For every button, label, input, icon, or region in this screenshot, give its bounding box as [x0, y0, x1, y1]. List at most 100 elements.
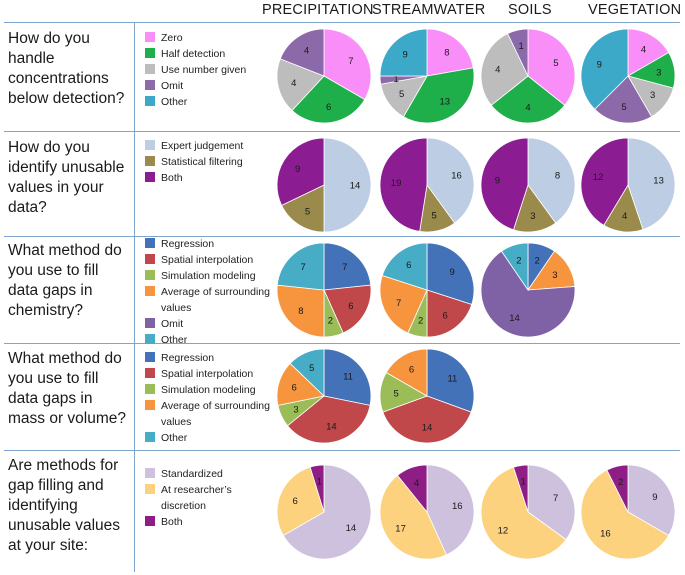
pie-slice [426, 242, 475, 306]
pie-precipitation-1: 14 5 9 [276, 137, 372, 233]
pie-slice [580, 469, 670, 560]
legend-swatch [145, 80, 155, 90]
pie-slice [627, 464, 676, 537]
pie-slice [282, 464, 372, 560]
pie-slice [627, 28, 670, 77]
pie-slice-label: 14 [350, 180, 361, 191]
legend-swatch [145, 286, 155, 296]
row-divider [4, 236, 680, 237]
pie-soils-2: 2 3 14 2 [480, 242, 576, 338]
legend-label: Zero [161, 32, 183, 44]
pie-slice-label: 6 [443, 310, 448, 321]
legend-item: Other [145, 430, 279, 446]
pie-slice-label: 9 [597, 59, 602, 70]
legend-label: Omit [161, 318, 184, 330]
pie-slice-label: 1 [520, 477, 525, 488]
legend-item: Regression [145, 236, 279, 252]
pie-slice [379, 28, 428, 77]
legend-swatch [145, 368, 155, 378]
pie-precipitation-3: 11 14 3 6 5 [276, 348, 372, 444]
legend-chemistry-gaps: Regression Spatial interpolation Simulat… [145, 236, 279, 348]
pie-slice-label: 5 [305, 207, 310, 218]
pie-slice [594, 75, 653, 124]
pie-streamwater-3: 11 14 5 6 [379, 348, 475, 444]
pie-slice [276, 284, 325, 338]
pie-slice [323, 284, 372, 334]
legend-swatch [145, 32, 155, 42]
pie-slice [323, 28, 372, 101]
pie-slice-label: 5 [621, 102, 626, 113]
pie-slice-label: 16 [451, 171, 462, 182]
pie-slice-label: 1 [518, 41, 523, 52]
question-unusable-values: How do you identify unusable values in y… [8, 139, 125, 216]
legend-label: Regression [161, 352, 215, 364]
pie-slice-label: 9 [652, 492, 657, 503]
legend-mass-volume-gaps: Regression Spatial interpolation Simulat… [145, 350, 279, 446]
legend-swatch [145, 270, 155, 280]
legend-item: Expert judgement [145, 138, 279, 154]
column-header-vegetation: VEGETATION [588, 2, 682, 18]
pie-slice-label: 3 [293, 405, 298, 416]
pie-slice-label: 4 [641, 44, 646, 55]
legend-standardized-methods: Standardized At researcher’s discretion … [145, 466, 279, 530]
legend-swatch [145, 48, 155, 58]
pie-slice-label: 12 [498, 526, 509, 537]
row-divider [4, 343, 680, 344]
legend-label: Both [161, 172, 183, 184]
pie-streamwater-0: 8 13 51 9 [379, 28, 475, 124]
column-header-streamwater: STREAMWATER [372, 2, 486, 18]
legend-item: At researcher’s discretion [145, 482, 279, 514]
legend-swatch [145, 352, 155, 362]
pie-streamwater-2: 9 6 2 7 6 [379, 242, 475, 338]
pie-slice-label: 6 [292, 383, 297, 394]
pie-slice-label: 6 [292, 496, 297, 507]
pie-slice [379, 274, 428, 334]
legend-item: Statistical filtering [145, 154, 279, 170]
pie-slice-label: 14 [326, 421, 337, 432]
pie-slice [323, 137, 372, 233]
pie-slice-label: 8 [298, 306, 303, 317]
legend-label: Average of surrounding values [161, 400, 270, 428]
pie-slice [426, 28, 474, 77]
legend-item: Simulation modeling [145, 382, 279, 398]
legend-item: Both [145, 170, 279, 186]
pie-slice [279, 28, 325, 77]
legend-swatch [145, 432, 155, 442]
pie-slice-label: 2 [618, 477, 623, 488]
pie-streamwater-4: 16 17 4 [379, 464, 475, 560]
pie-slice [507, 28, 529, 77]
pie-slice-label: 4 [291, 78, 296, 89]
column-header-precipitation: PRECIPITATION [262, 2, 374, 18]
legend-unusable-values: Expert judgement Statistical filtering B… [145, 138, 279, 186]
legend-label: Regression [161, 238, 215, 250]
legend-swatch [145, 238, 155, 248]
legend-label: Use number given [161, 64, 247, 76]
pie-slice [527, 464, 576, 541]
column-header-soils: SOILS [508, 2, 552, 18]
legend-item: Zero [145, 30, 279, 46]
legend-label: Spatial interpolation [161, 368, 254, 380]
pie-slice [323, 242, 372, 291]
legend-item: Omit [145, 316, 279, 332]
legend-item: Omit [145, 78, 279, 94]
pie-slice-label: 9 [495, 175, 500, 186]
pie-soils-4: 7 12 1 [480, 464, 576, 560]
pie-slice-label: 7 [553, 493, 558, 504]
pie-slice [580, 28, 629, 110]
legend-swatch [145, 156, 155, 166]
pie-slice-label: 3 [650, 90, 655, 101]
pie-streamwater-1: 16 5 19 [379, 137, 475, 233]
legend-item: Regression [145, 350, 279, 366]
pie-slice [627, 137, 676, 231]
pie-precipitation-4: 14 6 1 [276, 464, 372, 560]
pie-slice-label: 5 [432, 211, 437, 222]
pie-slice-label: 4 [622, 211, 627, 222]
legend-label: Both [161, 516, 183, 528]
pie-vegetation-4: 9 16 2 [580, 464, 676, 560]
legend-item: Average of surrounding values [145, 284, 279, 316]
pie-slice [309, 464, 325, 513]
pie-slice-label: 6 [409, 364, 414, 375]
pie-slice [276, 137, 325, 206]
legend-label: Other [161, 432, 188, 444]
